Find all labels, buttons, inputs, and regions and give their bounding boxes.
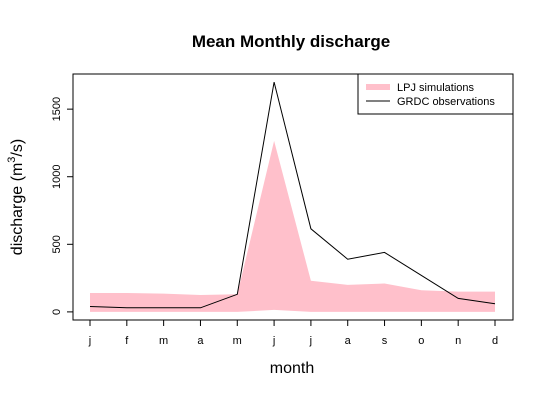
x-axis-label: month — [270, 360, 314, 377]
y-axis-label-superscript: 3 — [6, 157, 18, 163]
y-tick-label: 1000 — [51, 164, 63, 188]
x-tick-label: a — [345, 335, 352, 347]
x-tick-label: j — [309, 335, 312, 347]
lpj-simulation-band — [90, 140, 495, 312]
x-tick-label: m — [233, 335, 242, 347]
y-tick-label: 500 — [51, 235, 63, 253]
legend-label-lpj: LPJ simulations — [397, 82, 475, 94]
x-tick-label: f — [125, 335, 129, 347]
x-tick-label: s — [382, 335, 388, 347]
y-axis-label-main: discharge (m — [9, 163, 26, 255]
x-tick-label: n — [455, 335, 461, 347]
legend-box — [357, 73, 514, 115]
y-tick-label: 0 — [51, 309, 63, 315]
plot-border — [72, 73, 514, 321]
x-tick-label: a — [197, 335, 204, 347]
legend: LPJ simulations GRDC observations — [357, 73, 514, 115]
x-tick-label: j — [272, 335, 275, 347]
legend-label-grdc: GRDC observations — [397, 96, 495, 108]
chart-title: Mean Monthly discharge — [192, 32, 390, 51]
x-tick-label: d — [492, 335, 498, 347]
grdc-observation-line — [89, 81, 496, 309]
x-tick-label: m — [159, 335, 168, 347]
y-tick-label: 1500 — [51, 97, 63, 121]
x-tick-label: j — [88, 335, 91, 347]
y-axis-label-tail: /s) — [9, 139, 26, 157]
y-axis-label: discharge (m3/s) — [6, 139, 26, 255]
plot-area — [89, 81, 496, 312]
x-tick-label: o — [418, 335, 424, 347]
